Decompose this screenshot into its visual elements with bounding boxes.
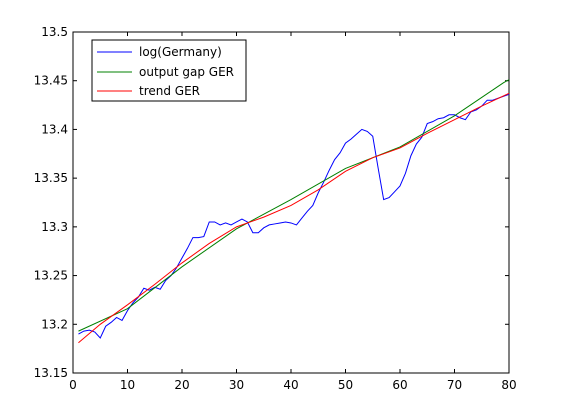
y-tick-label: 13.5: [41, 25, 68, 39]
y-tick-label: 13.45: [34, 74, 68, 88]
legend-label-log-germany: log(Germany): [139, 45, 222, 59]
x-tick-label: 80: [501, 378, 516, 392]
series-layer: [78, 79, 510, 344]
y-tick-label: 13.35: [34, 171, 68, 185]
x-tick-label: 10: [120, 378, 135, 392]
x-tick-label: 30: [229, 378, 244, 392]
x-tick-label: 70: [447, 378, 462, 392]
legend: log(Germany) output gap GER trend GER: [91, 39, 247, 102]
y-tick-label: 13.25: [34, 269, 68, 283]
x-tick-label: 40: [283, 378, 298, 392]
y-tick-label: 13.2: [41, 317, 68, 331]
y-tick-label: 13.15: [34, 366, 68, 380]
y-tick-label: 13.4: [41, 122, 68, 136]
series-line-trend: [78, 92, 510, 344]
x-tick-label: 60: [392, 378, 407, 392]
y-tick-label: 13.3: [41, 220, 68, 234]
axis-ticks: 0 10 20 30 40 50 60 70 80 13.15 13.2 13.25 13.3 13.35…: [34, 25, 517, 392]
legend-label-trend: trend GER: [139, 84, 200, 98]
x-tick-label: 0: [69, 378, 77, 392]
legend-label-output-gap: output gap GER: [139, 65, 234, 79]
x-tick-label: 20: [174, 378, 189, 392]
series-line-log-germany: [78, 93, 510, 339]
series-line-output-gap: [78, 79, 510, 332]
x-tick-label: 50: [338, 378, 353, 392]
